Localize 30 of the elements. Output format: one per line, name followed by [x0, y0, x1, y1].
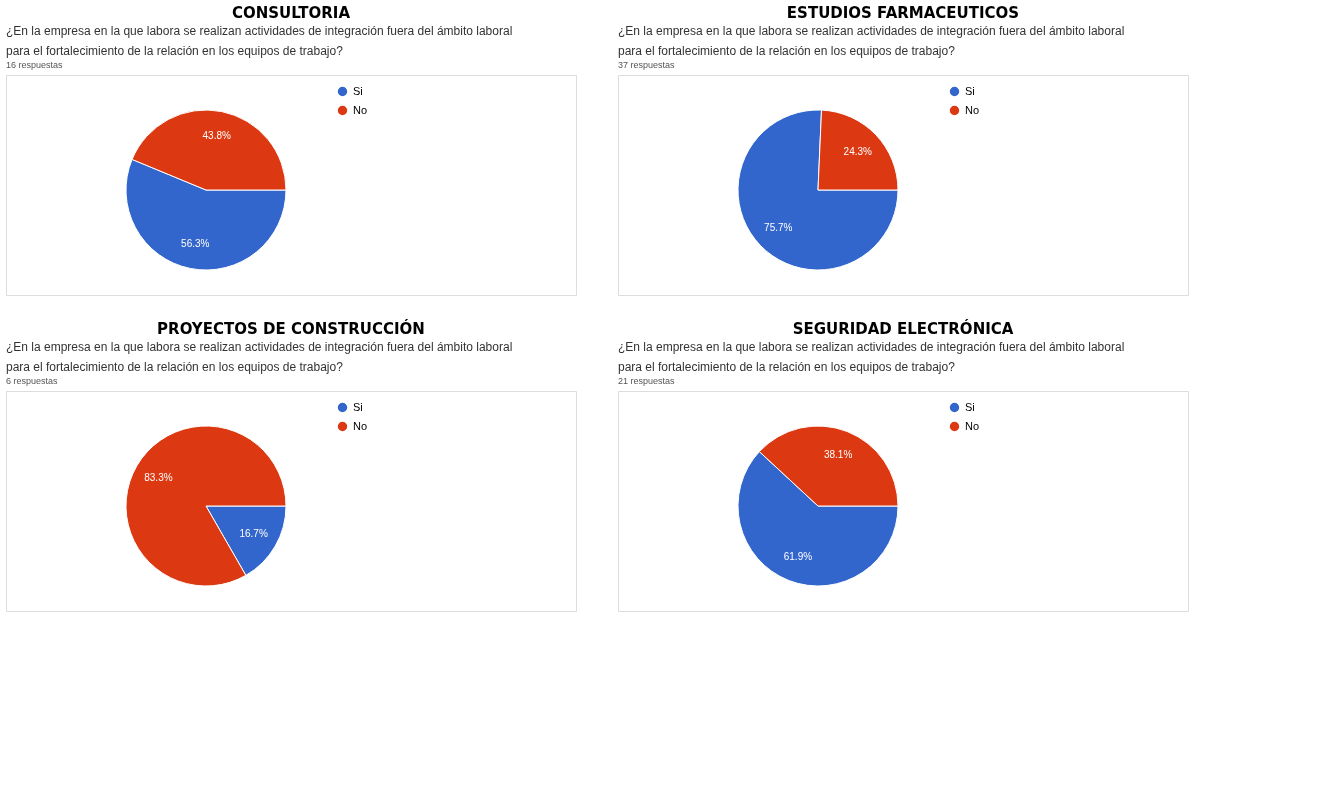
pie-slice: [125, 425, 287, 587]
chart-title: ESTUDIOS FARMACEUTICOS: [786, 3, 1020, 22]
legend-label: Si: [353, 400, 363, 413]
data-label: 16.7%: [239, 527, 268, 539]
chart-title: CONSULTORIA: [231, 3, 351, 22]
legend-label: Si: [965, 84, 975, 97]
data-label: 24.3%: [843, 145, 873, 157]
data-label: 56.3%: [181, 237, 210, 249]
chart-subtitle: ¿En la empresa en la que labora se realizan actividades de integración fuera del ámbito laboral para el fortalecimiento de la relación en los equipos de trabajo?: [6, 340, 513, 374]
data-label: 83.3%: [144, 472, 173, 484]
chart-title: PROYECTOS DE CONSTRUCCIÓN: [157, 318, 425, 338]
data-label: 38.1%: [823, 448, 853, 460]
legend-label: No: [353, 419, 368, 432]
text: 16 respuestas: [6, 60, 64, 70]
text: 37 respuestas: [618, 60, 676, 70]
legend-label: No: [965, 419, 980, 432]
pie-slice: [737, 109, 899, 271]
chart-subtitle: ¿En la empresa en la que labora se realizan actividades de integración fuera del ámbito laboral para el fortalecimiento de la relación en los equipos de trabajo?: [6, 24, 513, 58]
text: 6 respuestas: [6, 376, 59, 386]
chart-subtitle: ¿En la empresa en la que labora se realizan actividades de integración fuera del ámbito laboral para el fortalecimiento de la relación en los equipos de trabajo?: [618, 340, 1125, 374]
chart-title: SEGURIDAD ELECTRÓNICA: [792, 318, 1014, 338]
data-label: 61.9%: [783, 551, 813, 563]
legend-label: Si: [353, 84, 363, 97]
legend-label: Si: [965, 400, 975, 413]
text: 21 respuestas: [618, 376, 676, 386]
chart-subtitle: ¿En la empresa en la que labora se realizan actividades de integración fuera del ámbito laboral para el fortalecimiento de la relación en los equipos de trabajo?: [618, 24, 1125, 58]
legend-label: No: [353, 103, 368, 116]
data-label: 43.8%: [202, 130, 231, 142]
legend-label: No: [965, 103, 980, 116]
data-label: 75.7%: [764, 222, 793, 234]
